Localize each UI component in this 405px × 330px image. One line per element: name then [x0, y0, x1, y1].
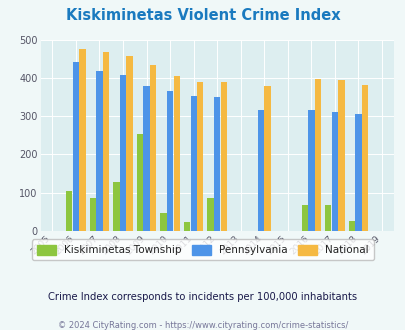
- Bar: [213, 97, 220, 231]
- Bar: [197, 82, 203, 231]
- Bar: [307, 111, 314, 231]
- Bar: [324, 205, 330, 231]
- Bar: [338, 80, 344, 231]
- Text: Kiskiminetas Violent Crime Index: Kiskiminetas Violent Crime Index: [66, 8, 339, 23]
- Bar: [72, 62, 79, 231]
- Bar: [150, 65, 156, 231]
- Bar: [264, 86, 270, 231]
- Bar: [136, 134, 143, 231]
- Bar: [143, 85, 149, 231]
- Bar: [119, 75, 126, 231]
- Bar: [314, 79, 320, 231]
- Bar: [183, 222, 190, 231]
- Text: © 2024 CityRating.com - https://www.cityrating.com/crime-statistics/: © 2024 CityRating.com - https://www.city…: [58, 321, 347, 330]
- Bar: [113, 182, 119, 231]
- Bar: [207, 198, 213, 231]
- Bar: [331, 112, 337, 231]
- Bar: [220, 82, 226, 231]
- Bar: [301, 205, 307, 231]
- Legend: Kiskiminetas Township, Pennsylvania, National: Kiskiminetas Township, Pennsylvania, Nat…: [32, 240, 373, 260]
- Bar: [173, 76, 179, 231]
- Bar: [190, 96, 196, 231]
- Text: Crime Index corresponds to incidents per 100,000 inhabitants: Crime Index corresponds to incidents per…: [48, 292, 357, 302]
- Bar: [361, 85, 367, 231]
- Bar: [96, 71, 102, 231]
- Bar: [257, 111, 264, 231]
- Bar: [126, 56, 132, 231]
- Bar: [354, 114, 361, 231]
- Bar: [66, 191, 72, 231]
- Bar: [160, 214, 166, 231]
- Bar: [79, 49, 85, 231]
- Bar: [166, 90, 173, 231]
- Bar: [90, 198, 96, 231]
- Bar: [348, 221, 354, 231]
- Bar: [103, 52, 109, 231]
